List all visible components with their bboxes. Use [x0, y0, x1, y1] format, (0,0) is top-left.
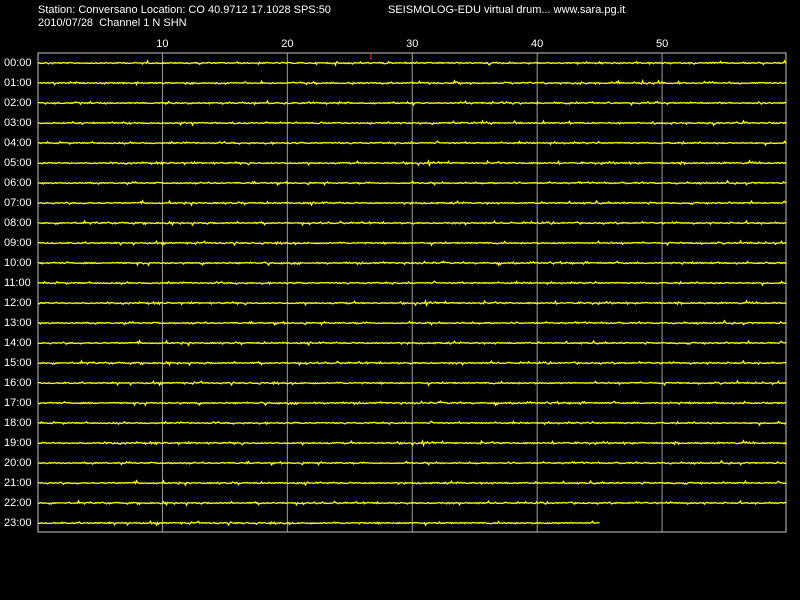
- trace: [38, 199, 787, 207]
- hour-label: 13:00: [4, 317, 32, 329]
- hour-label: 06:00: [4, 177, 32, 189]
- x-tick-label: 40: [531, 38, 543, 50]
- hour-label: 03:00: [4, 117, 32, 129]
- trace: [38, 260, 787, 267]
- trace: [38, 499, 787, 507]
- hour-label: 22:00: [4, 497, 32, 509]
- station-title: Station: Conversano Location: CO 40.9712…: [38, 4, 331, 16]
- hour-label: 00:00: [4, 57, 32, 69]
- hour-label: 18:00: [4, 417, 32, 429]
- x-tick-label: 30: [406, 38, 418, 50]
- trace: [38, 339, 787, 347]
- hour-label: 11:00: [4, 277, 31, 289]
- hour-label: 17:00: [4, 397, 32, 409]
- trace: [38, 179, 787, 187]
- hour-label: 21:00: [4, 477, 32, 489]
- hour-label: 01:00: [4, 77, 32, 89]
- hour-label: 07:00: [4, 197, 32, 209]
- x-tick-label: 20: [281, 38, 293, 50]
- trace: [38, 99, 787, 107]
- hour-label: 02:00: [4, 97, 32, 109]
- channel-info: 2010/07/28 Channel 1 N SHN: [38, 17, 187, 29]
- trace: [38, 119, 787, 127]
- trace: [38, 239, 787, 247]
- hour-label: 23:00: [4, 517, 32, 529]
- trace: [38, 459, 787, 467]
- trace: [38, 519, 600, 527]
- hour-label: 16:00: [4, 377, 32, 389]
- hour-label: 12:00: [4, 297, 32, 309]
- trace: [38, 439, 788, 448]
- trace: [38, 420, 787, 427]
- trace: [38, 219, 787, 227]
- hour-label: 14:00: [4, 337, 32, 349]
- hour-label: 05:00: [4, 157, 32, 169]
- hour-label: 04:00: [4, 137, 32, 149]
- hour-label: 10:00: [4, 257, 32, 269]
- hour-label: 19:00: [4, 437, 32, 449]
- trace: [38, 59, 787, 67]
- x-tick-label: 50: [656, 38, 668, 50]
- app-subtitle: SEISMOLOG-EDU virtual drum... www.sara.p…: [388, 4, 625, 16]
- trace: [38, 319, 787, 327]
- trace: [38, 400, 787, 407]
- trace: [38, 479, 787, 487]
- trace: [38, 159, 787, 168]
- hour-label: 09:00: [4, 237, 32, 249]
- trace: [38, 140, 787, 147]
- x-tick-label: 10: [156, 38, 168, 50]
- trace: [38, 299, 787, 308]
- trace: [38, 280, 787, 287]
- hour-label: 08:00: [4, 217, 32, 229]
- trace: [38, 78, 787, 86]
- trace: [38, 379, 787, 387]
- trace: [38, 359, 787, 367]
- hour-label: 20:00: [4, 457, 32, 469]
- hour-label: 15:00: [4, 357, 32, 369]
